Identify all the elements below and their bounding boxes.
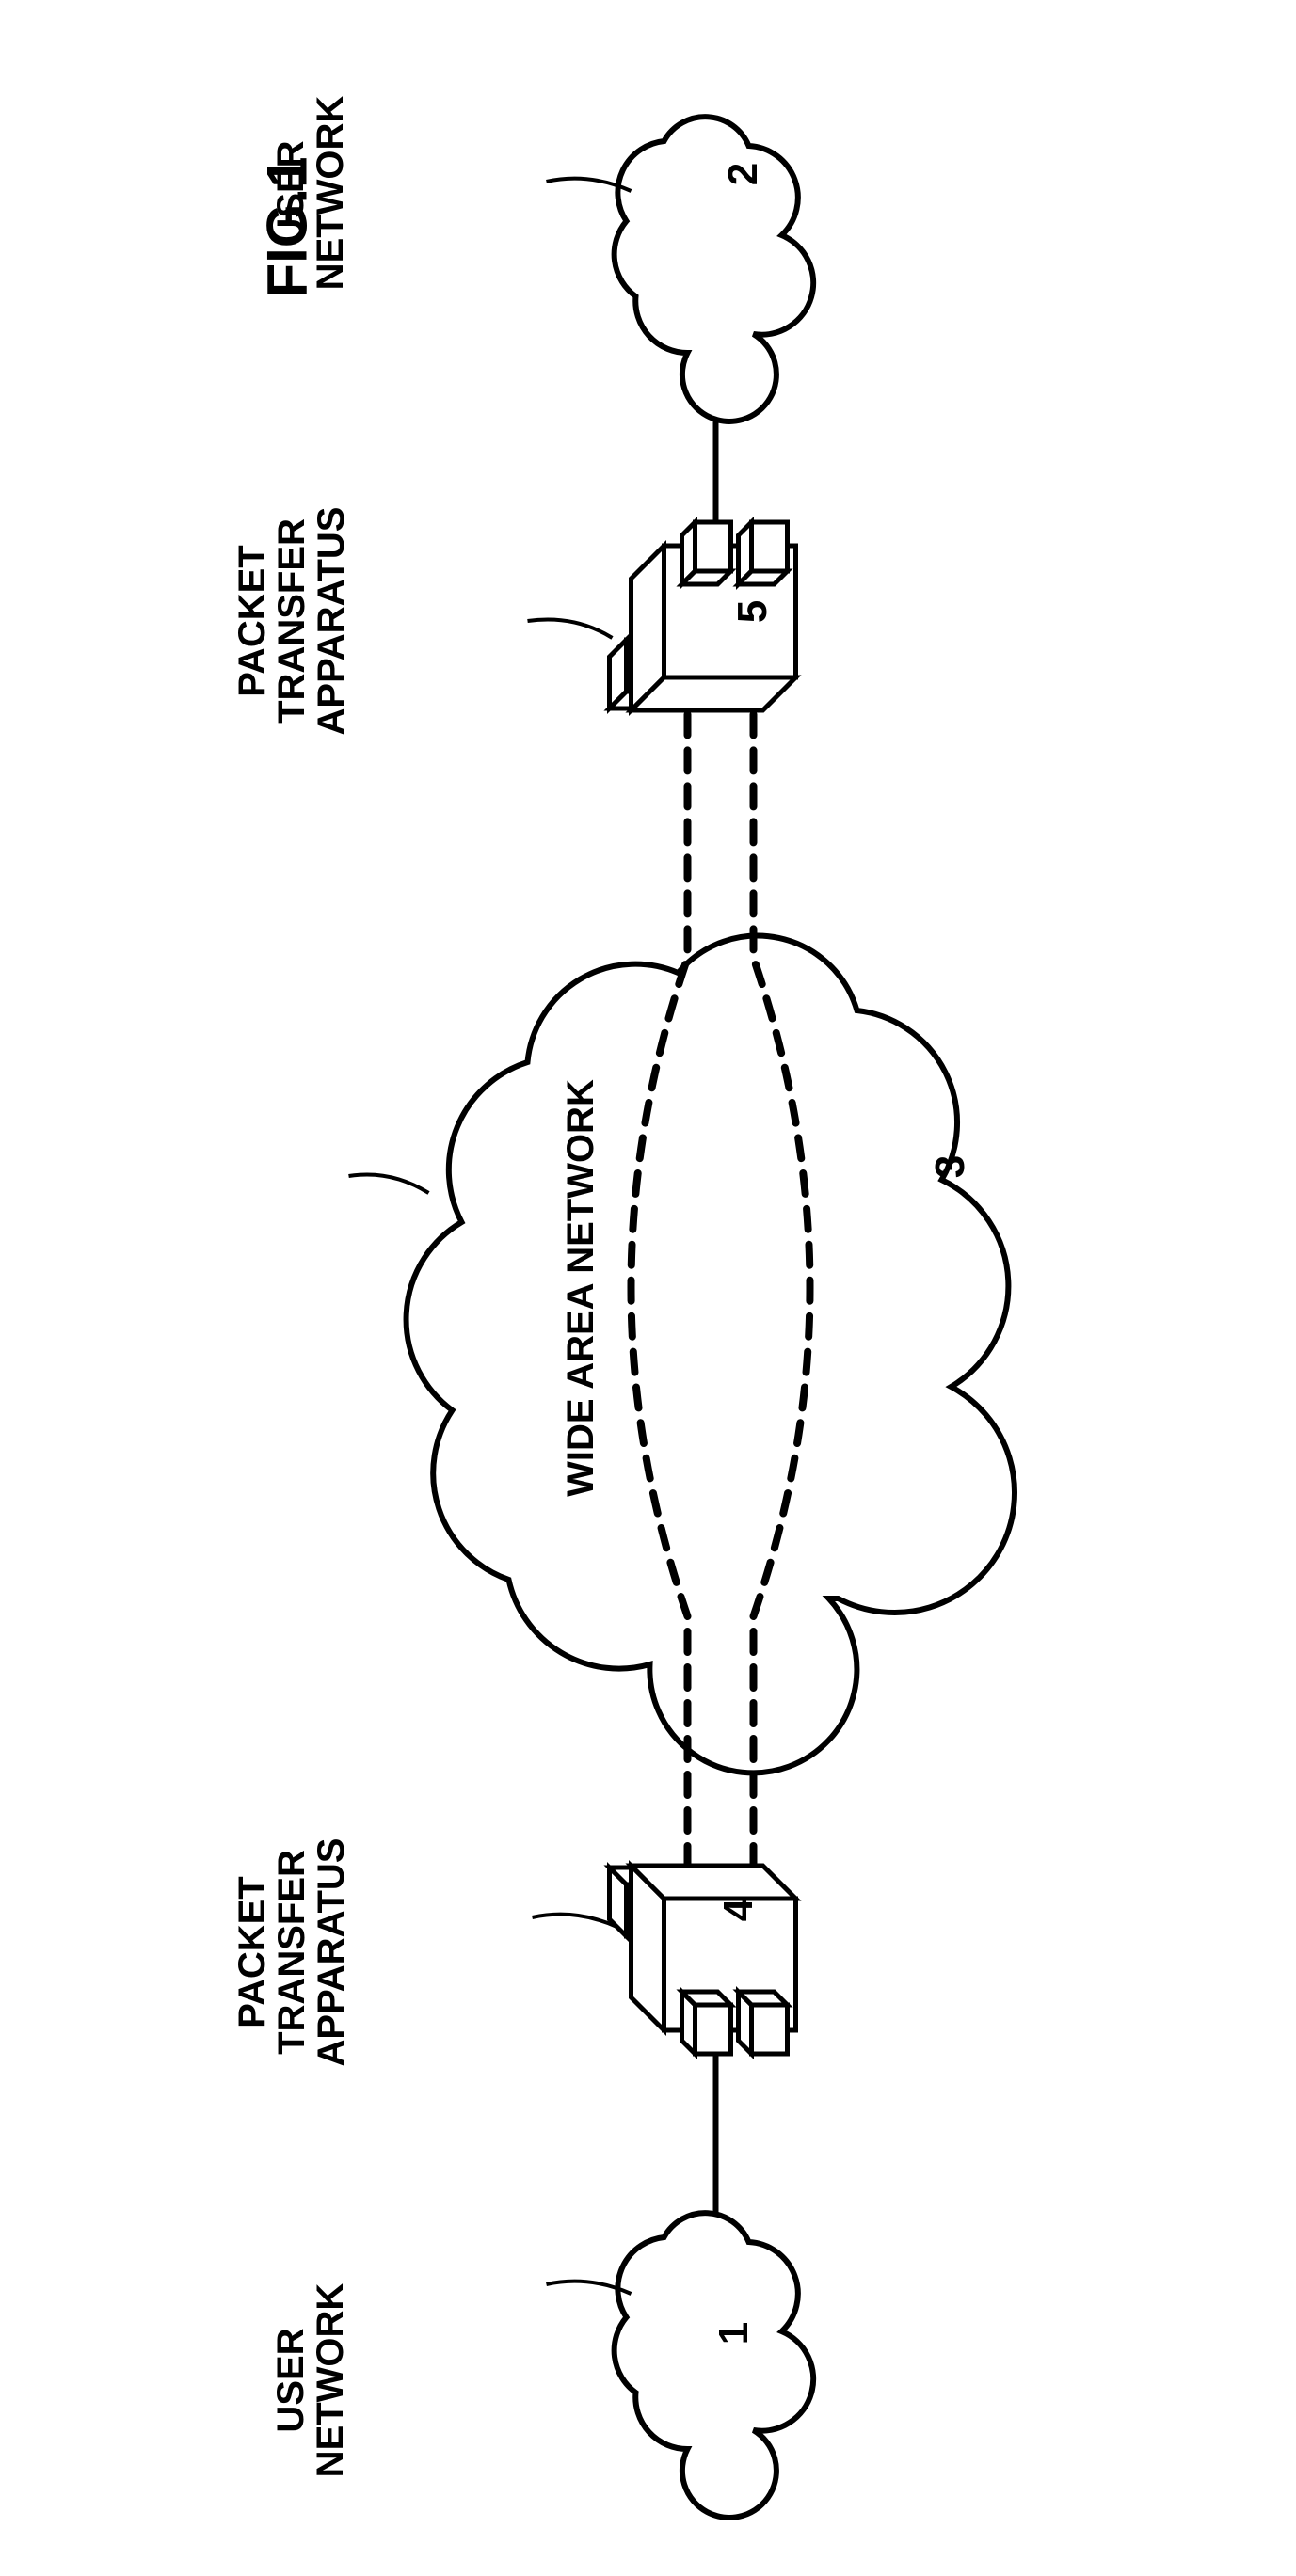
leader-4: [532, 1915, 616, 1927]
packet-transfer-left: [609, 1866, 795, 2054]
leader-3: [348, 1174, 428, 1193]
label-packet-transfer-right: PACKET TRANSFER APPARATUS: [232, 507, 351, 736]
leader-5: [527, 619, 612, 638]
ref-4: 4: [717, 1899, 760, 1921]
label-user-network-right: USER NETWORK: [271, 96, 350, 291]
ref-3: 3: [929, 1155, 972, 1178]
user-network-left-cloud: [614, 2213, 813, 2518]
ref-5: 5: [731, 600, 775, 623]
user-network-right-cloud: [614, 117, 813, 421]
diagram-canvas: [0, 0, 1296, 2576]
ref-1: 1: [712, 2322, 756, 2345]
ref-2: 2: [722, 163, 765, 185]
wan-cloud: [406, 936, 1014, 1773]
label-wan: WIDE AREA NETWORK: [561, 1079, 600, 1497]
label-packet-transfer-left: PACKET TRANSFER APPARATUS: [232, 1838, 351, 2067]
label-user-network-left: USER NETWORK: [271, 2283, 350, 2478]
